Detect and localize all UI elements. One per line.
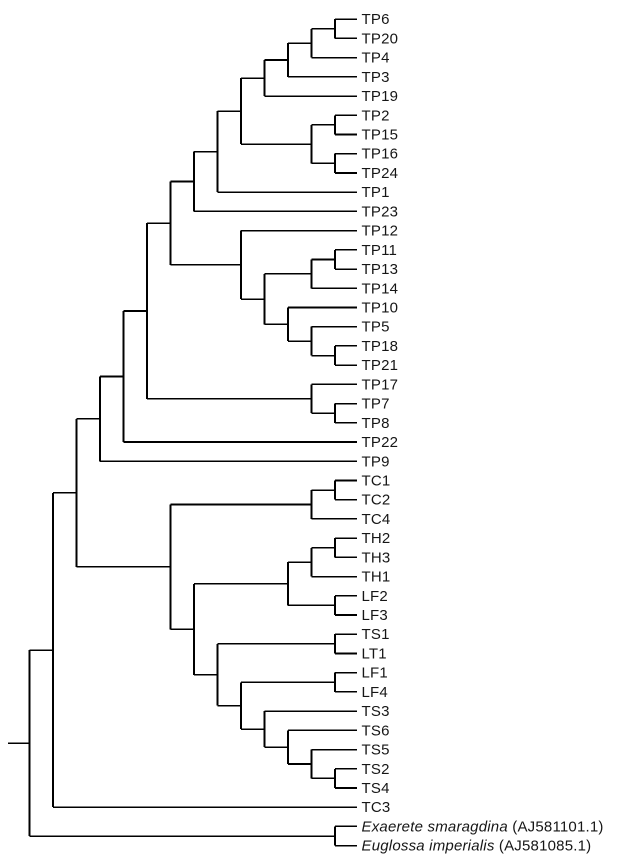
- taxon-label-tp11: TP11: [362, 242, 398, 259]
- taxon-label-tp5: TP5: [362, 319, 390, 336]
- taxon-label-ts3: TS3: [362, 703, 390, 720]
- taxon-label-tp3: TP3: [362, 69, 390, 86]
- taxon-label-tp9: TP9: [362, 453, 390, 470]
- taxon-label-tp24: TP24: [362, 165, 399, 182]
- taxon-label-tp10: TP10: [362, 300, 399, 317]
- taxon-label-tc3: TC3: [362, 799, 391, 816]
- taxon-label-lf1: LF1: [362, 665, 388, 682]
- taxon-label-ts2: TS2: [362, 761, 390, 778]
- taxon-label-exaerete-smaragdina: Exaerete smaragdina (AJ581101.1): [362, 818, 604, 835]
- taxon-label-tp12: TP12: [362, 223, 399, 240]
- taxon-label-th1: TH1: [362, 569, 391, 586]
- taxon-label-tp23: TP23: [362, 203, 399, 220]
- taxon-label-tp18: TP18: [362, 338, 399, 355]
- taxon-label-ts5: TS5: [362, 742, 390, 759]
- taxon-label-tp19: TP19: [362, 88, 399, 105]
- taxon-label-tp22: TP22: [362, 434, 399, 451]
- taxon-label-tc1: TC1: [362, 472, 391, 489]
- taxon-label-th2: TH2: [362, 530, 391, 547]
- taxon-label-th3: TH3: [362, 549, 391, 566]
- taxon-label-lf3: LF3: [362, 607, 388, 624]
- taxon-label-tp8: TP8: [362, 415, 390, 432]
- taxon-label-tp1: TP1: [362, 184, 390, 201]
- taxon-label-tp20: TP20: [362, 30, 399, 47]
- taxon-label-ts4: TS4: [362, 780, 390, 797]
- taxon-label-tp17: TP17: [362, 376, 399, 393]
- taxon-label-tp6: TP6: [362, 11, 390, 28]
- taxon-label-ts6: TS6: [362, 722, 390, 739]
- taxon-label-tp4: TP4: [362, 50, 390, 67]
- taxon-label-euglossa-imperialis: Euglossa imperialis (AJ581085.1): [362, 838, 592, 855]
- taxon-label-tp16: TP16: [362, 146, 399, 163]
- taxon-label-ts1: TS1: [362, 626, 390, 643]
- taxon-label-tp13: TP13: [362, 261, 399, 278]
- taxon-label-tp2: TP2: [362, 107, 390, 124]
- taxon-label-tc2: TC2: [362, 492, 391, 509]
- taxon-label-tp21: TP21: [362, 357, 399, 374]
- taxon-label-tp14: TP14: [362, 280, 399, 297]
- taxon-label-lf4: LF4: [362, 684, 388, 701]
- taxon-label-tp7: TP7: [362, 396, 390, 413]
- taxon-label-tp15: TP15: [362, 127, 399, 144]
- taxon-label-lt1: LT1: [362, 645, 387, 662]
- taxon-label-lf2: LF2: [362, 588, 388, 605]
- taxon-label-tc4: TC4: [362, 511, 391, 528]
